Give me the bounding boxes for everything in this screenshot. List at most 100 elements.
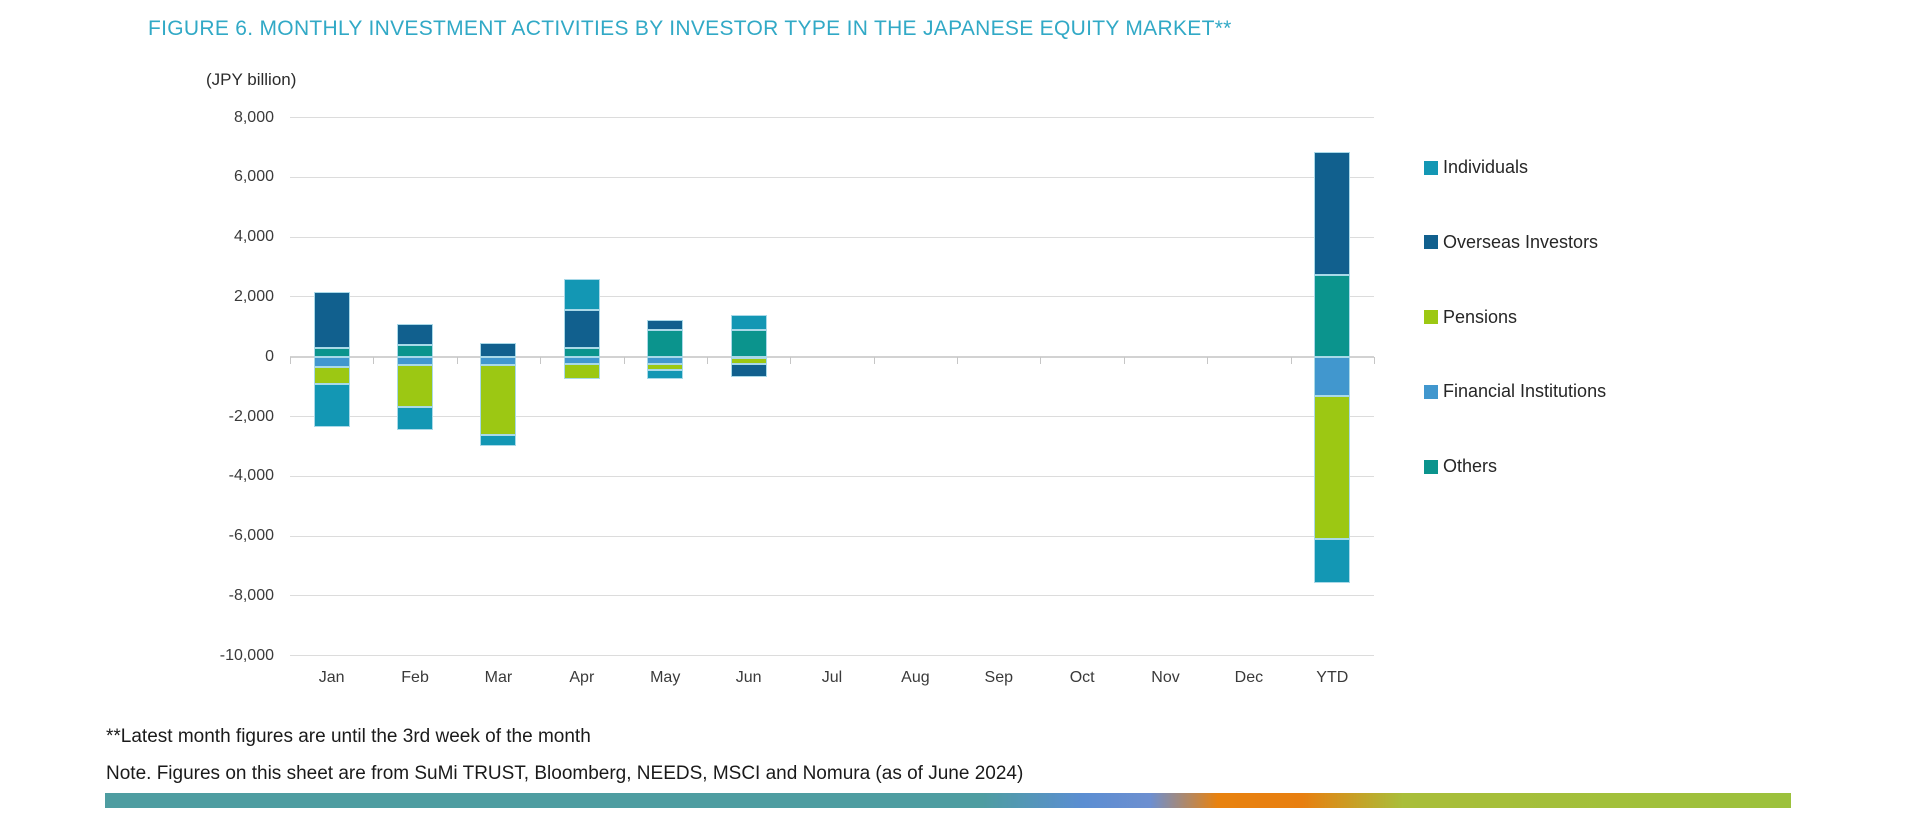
x-axis-label: Jan — [318, 669, 345, 686]
x-axis-label: Jun — [735, 669, 762, 686]
legend-label: Financial Institutions — [1443, 381, 1607, 402]
x-axis-label: Dec — [1234, 669, 1264, 686]
y-axis-label: -10,000 — [219, 646, 274, 664]
axis-tick — [1040, 356, 1042, 364]
bar-segment — [647, 369, 684, 379]
axis-tick — [456, 356, 458, 364]
x-axis-label: YTD — [1316, 669, 1349, 686]
axis-tick — [706, 356, 708, 364]
bar-segment — [563, 364, 600, 380]
x-axis-label: Nov — [1151, 669, 1180, 686]
axis-tick — [540, 356, 542, 364]
axis-tick — [1374, 356, 1375, 364]
legend-swatch — [1424, 310, 1438, 324]
gridline — [290, 416, 1374, 417]
bar-segment — [313, 348, 350, 357]
x-axis-label: Mar — [484, 669, 513, 686]
axis-tick — [373, 356, 375, 364]
gridline — [290, 296, 1374, 298]
gridline — [290, 475, 1374, 477]
bar-segment — [563, 309, 600, 349]
x-axis-label: Apr — [569, 669, 595, 686]
bar-segment — [313, 367, 350, 384]
legend-swatch — [1424, 384, 1438, 399]
axis-tick — [790, 356, 792, 364]
y-axis-label: 4,000 — [233, 228, 274, 246]
bar-segment — [480, 365, 517, 435]
bar-segment — [480, 356, 517, 366]
bar-segment — [397, 365, 434, 407]
chart-title: FIGURE 6. MONTHLY INVESTMENT ACTIVITIES … — [148, 17, 1232, 40]
bar-segment — [1314, 538, 1351, 584]
footnote-sources: Note. Figures on this sheet are from SuM… — [106, 763, 1024, 784]
y-axis-label: 8,000 — [233, 108, 274, 126]
y-axis-label: 2,000 — [233, 287, 274, 305]
gridline — [290, 595, 1374, 597]
legend-label: Pensions — [1443, 306, 1518, 327]
legend-label: Individuals — [1443, 157, 1529, 177]
bar-segment — [647, 330, 684, 357]
y-axis-label: -4,000 — [228, 467, 274, 485]
legend-item: Financial Institutions — [1424, 381, 1606, 402]
y-axis-label: 6,000 — [233, 168, 274, 186]
bar-segment — [397, 345, 434, 357]
footnote-latest-month: **Latest month figures are until the 3rd… — [106, 726, 591, 747]
axis-tick — [1207, 356, 1209, 364]
bar-segment — [647, 356, 684, 365]
x-axis-label: Oct — [1069, 669, 1095, 686]
bar-segment — [1314, 356, 1351, 396]
x-axis-label: Jul — [821, 669, 843, 686]
decor-gradient-bar — [105, 793, 1791, 808]
bar-segment — [730, 358, 767, 365]
y-axis-label: -6,000 — [228, 527, 274, 545]
x-axis-label: Feb — [401, 669, 429, 686]
axis-tick — [1290, 356, 1292, 364]
legend-label: Others — [1443, 456, 1498, 476]
legend-item: Overseas Investors — [1424, 232, 1598, 253]
legend-swatch — [1424, 160, 1438, 175]
x-axis-label: May — [650, 669, 681, 686]
y-axis-label: 0 — [265, 347, 274, 365]
bar-segment — [480, 343, 517, 357]
bar-segment — [1314, 275, 1351, 357]
bar-segment — [730, 364, 767, 378]
axis-tick — [873, 356, 875, 364]
gridline — [290, 176, 1374, 178]
bar-segment — [397, 324, 434, 346]
legend-item: Individuals — [1424, 157, 1528, 178]
bar-segment — [563, 348, 600, 357]
legend-swatch — [1424, 459, 1438, 474]
gridline — [290, 655, 1374, 657]
bar-segment — [563, 356, 600, 365]
bar-segment — [480, 434, 517, 447]
bar-segment — [730, 315, 767, 331]
bar-segment — [647, 319, 684, 331]
bar-segment — [1314, 152, 1351, 276]
y-axis-label: -8,000 — [228, 586, 274, 604]
gridline — [290, 236, 1374, 238]
zero-axis-line — [290, 355, 1374, 358]
bar-segment — [1314, 395, 1351, 539]
y-axis-label: -2,000 — [228, 407, 274, 425]
gridline — [290, 535, 1374, 537]
bar-segment — [397, 356, 434, 366]
legend-item: Others — [1424, 456, 1497, 477]
bar-segment — [730, 356, 767, 359]
gridline — [290, 117, 1374, 118]
axis-tick — [290, 356, 291, 364]
bar-segment — [397, 406, 434, 430]
axis-tick — [623, 356, 625, 364]
legend-item: Pensions — [1424, 307, 1517, 328]
bar-segment — [647, 364, 684, 370]
axis-unit-label: (JPY billion) — [206, 70, 297, 89]
bar-segment — [563, 278, 600, 310]
bar-segment — [730, 330, 767, 357]
legend-label: Overseas Investors — [1443, 231, 1599, 252]
legend-swatch — [1424, 235, 1438, 250]
bar-segment — [313, 291, 350, 349]
axis-tick — [957, 356, 959, 364]
bar-segment — [313, 383, 350, 427]
x-axis-label: Sep — [984, 669, 1013, 686]
